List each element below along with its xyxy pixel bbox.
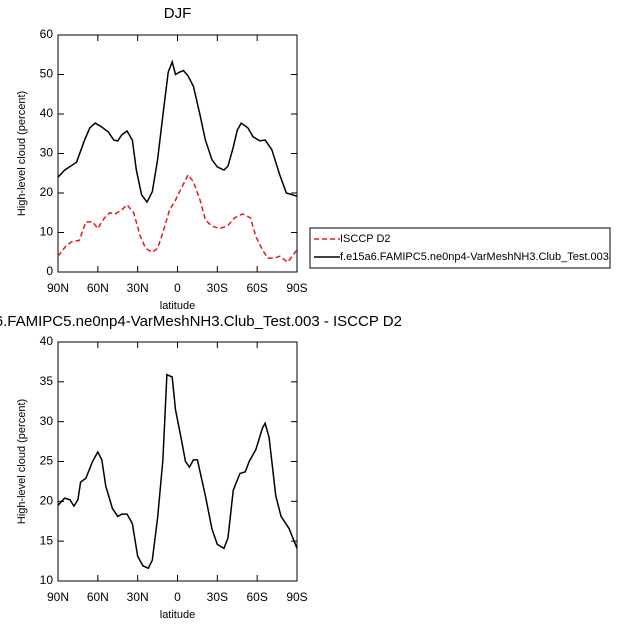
x-tick-label: 90N — [47, 590, 69, 604]
x-tick-label: 30N — [127, 281, 149, 295]
x-tick-label: 0 — [174, 281, 181, 295]
x-tick-label: 60S — [246, 281, 267, 295]
y-tick-label: 50 — [40, 67, 54, 81]
chart-title: DJF — [164, 5, 192, 22]
y-tick-label: 10 — [40, 225, 54, 239]
x-axis-label: latitude — [160, 300, 195, 312]
y-axis-label: High-level cloud (percent) — [16, 399, 28, 524]
x-tick-label: 30S — [207, 281, 228, 295]
x-tick-label: 60S — [246, 590, 267, 604]
y-tick-label: 30 — [40, 414, 54, 428]
x-tick-label: 90S — [286, 281, 307, 295]
x-tick-label: 90N — [47, 281, 69, 295]
x-axis-label: latitude — [160, 609, 195, 621]
x-tick-label: 30N — [127, 590, 149, 604]
y-tick-label: 30 — [40, 146, 54, 160]
y-tick-label: 40 — [40, 334, 54, 348]
data-line — [57, 373, 298, 570]
y-tick-label: 15 — [40, 533, 54, 547]
y-tick-label: 40 — [40, 106, 54, 120]
y-axis-label: High-level cloud (percent) — [16, 91, 28, 216]
y-tick-label: 20 — [40, 185, 54, 199]
plot-frame — [57, 341, 298, 582]
data-line — [57, 173, 298, 264]
y-tick-label: 10 — [40, 573, 54, 587]
legend-label: f.e15a6.FAMIPC5.ne0np4-VarMeshNH3.Club_T… — [340, 251, 609, 263]
y-tick-label: 0 — [46, 264, 53, 278]
x-tick-label: 60N — [87, 590, 109, 604]
x-tick-label: 90S — [286, 590, 307, 604]
y-tick-label: 60 — [40, 27, 54, 41]
legend-box — [309, 227, 611, 269]
x-tick-label: 30S — [207, 590, 228, 604]
y-tick-label: 35 — [40, 374, 54, 388]
y-tick-label: 20 — [40, 494, 54, 508]
x-tick-label: 0 — [174, 590, 181, 604]
y-tick-label: 25 — [40, 454, 54, 468]
chart-title: f.e15a6.FAMIPC5.ne0np4-VarMeshNH3.Club_T… — [0, 313, 402, 330]
x-tick-label: 60N — [87, 281, 109, 295]
data-line — [57, 59, 298, 204]
plot-frame — [57, 34, 298, 273]
legend-label: ISCCP D2 — [340, 233, 391, 245]
